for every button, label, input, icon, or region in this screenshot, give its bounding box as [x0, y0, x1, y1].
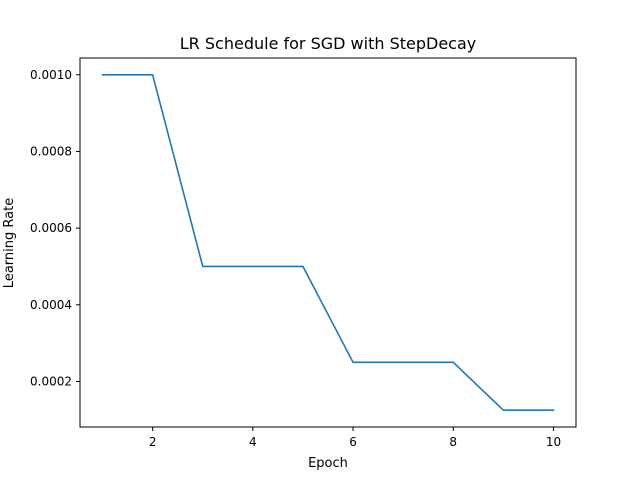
y-tick-label: 0.0006 [30, 221, 72, 235]
x-tick-label: 4 [249, 435, 257, 449]
y-tick-label: 0.0004 [30, 298, 72, 312]
y-tick-label: 0.0010 [30, 68, 72, 82]
y-tick-label: 0.0008 [30, 144, 72, 158]
y-tick-label: 0.0002 [30, 374, 72, 388]
x-tick-label: 8 [449, 435, 457, 449]
x-axis-label: Epoch [308, 456, 348, 471]
x-tick-label: 2 [149, 435, 157, 449]
x-tick-label: 10 [546, 435, 561, 449]
x-tick-label: 6 [349, 435, 357, 449]
chart-title: LR Schedule for SGD with StepDecay [180, 34, 476, 53]
y-axis-label: Learning Rate [2, 198, 17, 288]
